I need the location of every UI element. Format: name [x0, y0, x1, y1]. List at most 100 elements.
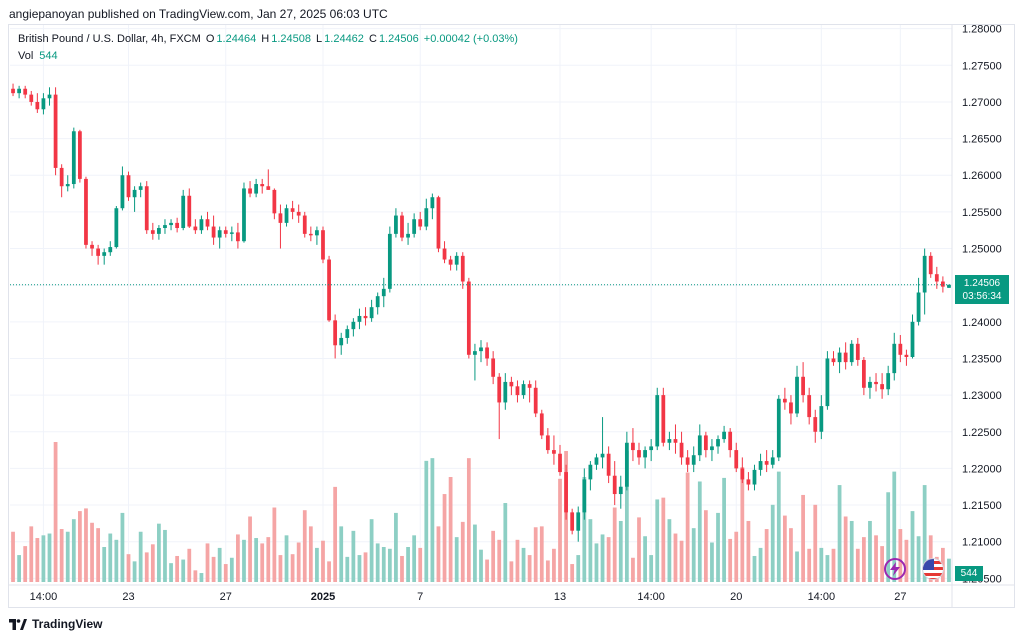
candle-body — [509, 381, 514, 387]
volume-bar — [308, 526, 313, 582]
volume-bar — [406, 547, 410, 582]
volume-bar — [248, 516, 252, 582]
candle-body — [284, 208, 289, 223]
volume-bar — [442, 494, 447, 582]
volume-bar — [570, 564, 575, 582]
volume-bar — [624, 450, 629, 582]
time-tick-label: 2025 — [311, 591, 335, 603]
candle-body — [211, 226, 216, 238]
volume-bar — [831, 548, 836, 582]
volume-bar — [618, 520, 623, 582]
candle-body — [740, 468, 745, 480]
volume-bar — [910, 511, 915, 582]
volume-bar — [381, 547, 386, 582]
volume-bar — [819, 547, 824, 582]
volume-bar — [448, 477, 453, 582]
candle-body — [716, 439, 720, 447]
volume-bar — [315, 547, 319, 582]
price-tick-label: 1.27000 — [962, 97, 1002, 109]
low-value: 1.24462 — [324, 33, 364, 45]
volume-bar — [673, 533, 678, 582]
candle-body — [229, 232, 234, 234]
volume-bar — [29, 526, 34, 582]
us-flag-icon[interactable] — [922, 558, 944, 580]
volume-bar — [65, 531, 70, 582]
volume-bar — [102, 547, 107, 582]
volume-bar — [868, 520, 872, 582]
candle-body — [922, 255, 927, 293]
candle-body — [242, 188, 246, 242]
volume-bar — [369, 519, 374, 582]
candle-body — [928, 255, 933, 275]
time-tick-label: 27 — [894, 591, 906, 603]
volume-bar — [35, 538, 40, 582]
candle-body — [418, 219, 423, 227]
candle-body — [880, 384, 884, 390]
candle-body — [661, 395, 666, 443]
volume-bar — [855, 548, 860, 582]
candle-body — [527, 384, 532, 388]
candle-body — [703, 435, 708, 451]
volume-bar — [922, 485, 927, 582]
volume-bar — [460, 521, 465, 582]
volume-bar — [53, 442, 58, 582]
candle-body — [813, 417, 818, 432]
volume-bar — [266, 537, 271, 582]
candle-body — [454, 255, 459, 265]
candle-body — [108, 247, 113, 253]
candle-body — [649, 446, 654, 451]
candle-body — [631, 442, 635, 451]
last-price-tag: 1.24506 03:56:34 — [955, 275, 1009, 304]
candle-body — [594, 457, 599, 465]
candle-body — [132, 189, 137, 198]
price-tick-label: 1.26000 — [962, 170, 1002, 182]
volume-bar — [345, 556, 350, 582]
volume-bar — [667, 519, 672, 582]
volume-bar — [11, 531, 15, 582]
volume-bar — [23, 546, 28, 582]
volume-bar — [229, 557, 234, 582]
volume-bar — [357, 555, 362, 582]
volume-bar — [339, 526, 344, 582]
candle-body — [552, 450, 556, 454]
volume-bar — [503, 503, 508, 582]
candle-body — [65, 184, 70, 187]
volume-bar — [120, 512, 125, 582]
candle-body — [722, 431, 726, 440]
volume-bar — [916, 536, 921, 582]
volume-bar — [47, 533, 52, 582]
candle-body — [624, 442, 629, 487]
volume-bar — [716, 512, 720, 582]
volume-bar — [205, 543, 210, 582]
candle-body — [126, 175, 131, 198]
volume-bar — [473, 524, 477, 582]
candle-body — [266, 186, 271, 190]
volume-bar — [138, 531, 143, 582]
candle-body — [734, 450, 739, 469]
candle-body — [84, 178, 88, 245]
candle-body — [685, 457, 690, 465]
candle-body — [843, 352, 848, 363]
volume-bar — [223, 564, 228, 582]
candle-body — [321, 230, 325, 260]
candle-body — [612, 475, 617, 495]
volume-bar — [418, 547, 423, 582]
last-volume-tag: 544 — [955, 566, 983, 581]
candle-body — [643, 450, 647, 458]
time-tick-label: 14:00 — [808, 591, 836, 603]
volume-bar — [521, 547, 526, 582]
lightning-icon[interactable] — [884, 558, 906, 580]
close-label: C — [368, 33, 377, 45]
candle-body — [886, 373, 891, 390]
candle-body — [369, 307, 374, 319]
volume-bar — [892, 471, 897, 582]
tradingview-footer[interactable]: TradingView — [9, 617, 102, 631]
candle-body — [236, 232, 240, 242]
volume-bar — [661, 497, 666, 582]
volume-bar — [874, 535, 878, 582]
candle-body — [17, 88, 22, 94]
candle-body — [187, 195, 192, 227]
time-tick-label: 14:00 — [30, 591, 58, 603]
candle-body — [697, 435, 702, 456]
